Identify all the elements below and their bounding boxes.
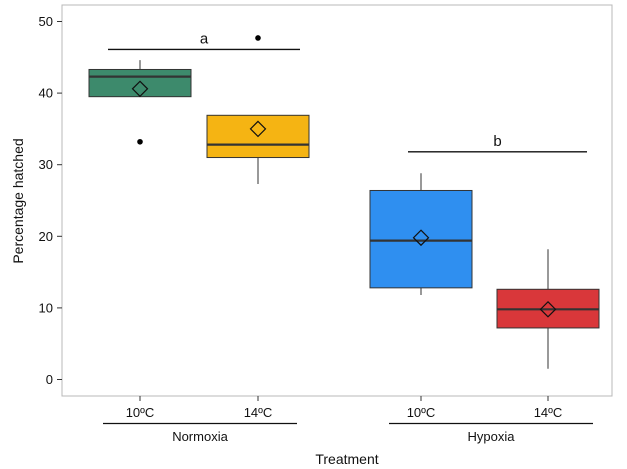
- x-tick-label: 14ºC: [244, 405, 273, 420]
- significance-label: a: [200, 30, 209, 47]
- significance-brackets: ab: [108, 30, 587, 153]
- y-tick-label: 30: [39, 157, 53, 172]
- plot-panel: [61, 4, 613, 397]
- box-1: [206, 35, 310, 185]
- x-axis-title: Treatment: [315, 451, 378, 467]
- box-2: [369, 173, 473, 296]
- outlier-point: [137, 138, 143, 145]
- mean-marker: [131, 80, 149, 98]
- box-body: [88, 68, 192, 98]
- y-tick-label: 10: [39, 300, 53, 315]
- group-label: Hypoxia: [468, 429, 516, 444]
- significance-label: b: [493, 133, 501, 150]
- box-3: [496, 249, 600, 369]
- y-tick-label: 50: [39, 14, 53, 29]
- y-tick-label: 20: [39, 229, 53, 244]
- box-0: [88, 60, 192, 145]
- x-tick-label: 10ºC: [407, 405, 436, 420]
- y-axis: 0 10 20 30 40 50: [39, 14, 62, 387]
- mean-marker: [539, 300, 557, 318]
- y-axis-title: Percentage hatched: [10, 138, 26, 263]
- y-tick-label: 40: [39, 86, 53, 101]
- mean-marker: [412, 229, 430, 247]
- outlier-point: [255, 35, 261, 41]
- x-axis: 10ºC 14ºC Normoxia 10ºC 14ºC Hypoxia: [103, 396, 593, 444]
- box-body: [369, 189, 473, 289]
- x-tick-label: 14ºC: [534, 405, 563, 420]
- group-label: Normoxia: [172, 429, 228, 444]
- x-tick-label: 10ºC: [126, 405, 155, 420]
- y-tick-label: 0: [46, 372, 53, 387]
- box-series: [88, 35, 600, 369]
- mean-marker: [249, 120, 267, 138]
